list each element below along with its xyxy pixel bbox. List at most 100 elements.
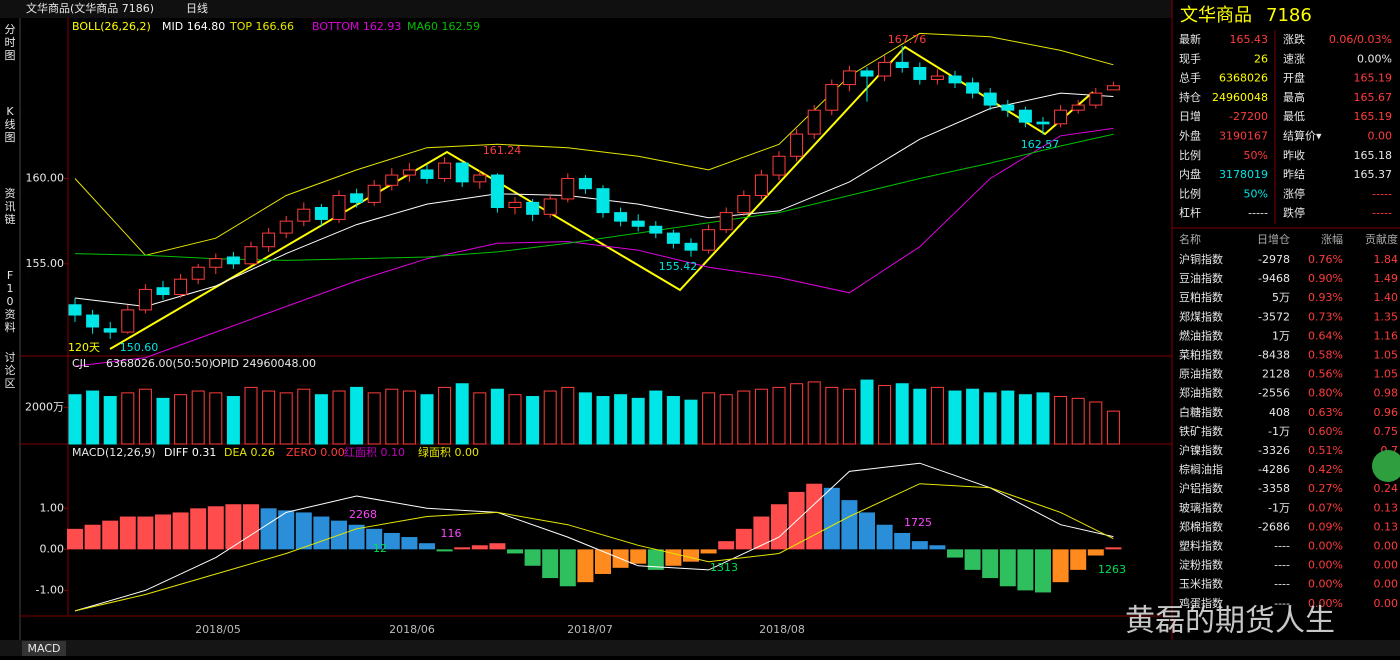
period[interactable]: 日线 <box>186 1 208 15</box>
table-cell: 0.00 <box>1374 597 1399 610</box>
side-tab: 讨论区 <box>0 350 27 364</box>
legend-item: 绿面积 0.00 <box>418 445 479 459</box>
macd-bar <box>1052 549 1069 583</box>
table-cell: -2556 <box>1258 387 1290 400</box>
quote-label: 最高 <box>1283 90 1305 104</box>
candle-body <box>614 212 628 222</box>
macd-bar <box>225 504 242 550</box>
volume-bar <box>772 386 786 445</box>
table-cell: 0.13 <box>1374 501 1399 514</box>
macd-bar <box>876 524 893 550</box>
macd-bar <box>753 516 770 550</box>
volume-bar <box>526 396 540 445</box>
candle-body <box>297 208 311 222</box>
quote-value: 165.43 <box>1230 33 1269 46</box>
volume-bar <box>226 396 240 445</box>
volume-bar <box>948 390 962 445</box>
candle-body <box>631 220 645 227</box>
macd-line <box>74 483 1114 612</box>
watermark: 黄磊的期货人生 <box>1125 604 1335 639</box>
candle-body <box>719 212 733 231</box>
y-tick-label: 0.00 <box>40 542 65 555</box>
table-cell: 1.05 <box>1374 349 1399 362</box>
side-tab-char: 分 <box>5 23 16 36</box>
table-cell: 玉米指数 <box>1179 577 1223 591</box>
macd-bar <box>419 543 435 550</box>
table-cell: 0.00% <box>1308 540 1343 553</box>
legend-item: BOTTOM 162.93 <box>312 20 401 33</box>
candle-body <box>174 278 188 296</box>
volume-bar <box>473 392 487 445</box>
float-button[interactable] <box>1372 450 1400 482</box>
candle-body <box>138 288 152 311</box>
macd-bar <box>102 520 119 550</box>
table-cell: 郑煤指数 <box>1179 309 1223 323</box>
candle-body <box>1018 109 1032 123</box>
table-cell: 铁矿指数 <box>1179 424 1223 438</box>
volume-bar <box>244 386 258 445</box>
candle-body <box>807 109 821 135</box>
candle-body <box>1071 104 1085 111</box>
indicator-line <box>74 32 1114 256</box>
candle-body <box>913 67 927 80</box>
candle-body <box>455 162 469 183</box>
macd-bar <box>313 516 330 550</box>
table-cell: 郑棉指数 <box>1179 519 1223 533</box>
quote-label: 涨停 <box>1283 186 1305 200</box>
macd-bar <box>260 508 277 550</box>
bottom-tab[interactable]: MACD <box>28 642 61 655</box>
table-cell: 白糖指数 <box>1179 405 1223 419</box>
side-tab: 分时图 <box>0 23 27 36</box>
macd-annotation: 2268 <box>349 508 377 521</box>
table-cell: ---- <box>1274 597 1290 610</box>
quote-value: 0.06/0.03% <box>1329 33 1392 46</box>
legend-item: TOP 166.66 <box>229 20 294 33</box>
macd-bar <box>383 532 400 550</box>
macd-bar <box>454 547 471 550</box>
table-cell: 408 <box>1269 406 1290 419</box>
candle-body <box>983 92 997 106</box>
macd-bar <box>489 543 506 550</box>
table-cell: 0.09% <box>1308 520 1343 533</box>
table-cell: 1.16 <box>1374 329 1399 342</box>
macd-bar <box>542 549 559 579</box>
macd-bar <box>999 549 1016 587</box>
volume-bar <box>807 381 821 445</box>
x-tick-label: 2018/07 <box>567 623 613 636</box>
price-annotation: 162.57 <box>1021 138 1060 151</box>
macd-bar <box>911 541 928 550</box>
table-cell: 0.00 <box>1374 559 1399 572</box>
quote-label: 跌停 <box>1283 206 1305 220</box>
volume-bar <box>596 396 610 445</box>
instrument-name: 文华商品 <box>1180 5 1252 26</box>
quote-label: 总手 <box>1179 71 1201 85</box>
quote-value: 165.67 <box>1354 91 1393 104</box>
candle-body <box>473 174 487 183</box>
quote-value: 165.19 <box>1354 72 1393 85</box>
table-header: 名称 <box>1179 232 1201 246</box>
volume-bar <box>878 385 892 445</box>
volume-bar <box>138 388 152 445</box>
volume-bar <box>262 390 276 445</box>
quote-label: 最低 <box>1283 110 1305 123</box>
tab[interactable] <box>22 641 66 656</box>
quote-label: 昨结 <box>1283 168 1305 181</box>
side-tab-char: 讯 <box>5 200 16 213</box>
table-cell: ---- <box>1274 578 1290 591</box>
volume-bar <box>508 394 522 445</box>
volume-bar <box>684 399 698 445</box>
volume-bar <box>1054 396 1068 445</box>
volume-bar <box>1001 390 1015 445</box>
table-cell: 0.00% <box>1308 559 1343 572</box>
table-cell: 淀粉指数 <box>1179 558 1223 572</box>
macd-bar <box>1035 549 1051 593</box>
table-cell: ---- <box>1274 540 1290 553</box>
macd-bar <box>894 532 911 550</box>
side-tab: K线图 <box>0 104 25 118</box>
table-cell: -1万 <box>1268 425 1290 438</box>
table-cell: 0.63% <box>1308 406 1343 419</box>
price-annotation: 167.76 <box>888 33 927 46</box>
table-cell: 0.73% <box>1308 310 1343 323</box>
candle-body <box>226 256 240 265</box>
candle-body <box>966 82 980 94</box>
